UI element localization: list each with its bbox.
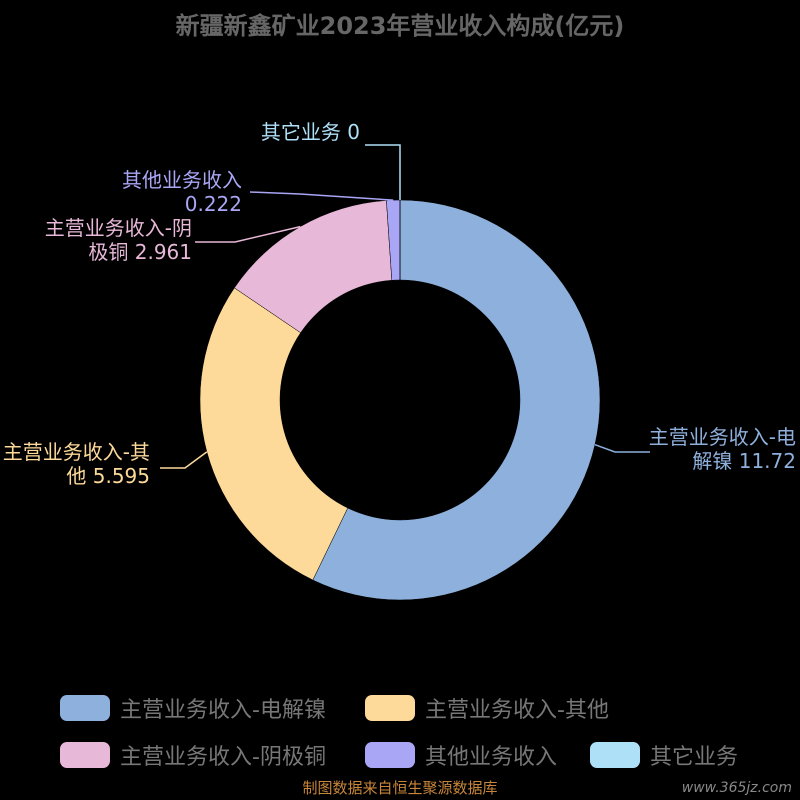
label-name: 其它业务 [260, 120, 341, 144]
legend-label: 主营业务收入-电解镍 [120, 698, 326, 723]
leader-line [249, 191, 394, 201]
label-value: 2.961 [134, 240, 192, 264]
legend-label: 主营业务收入-其他 [425, 698, 609, 723]
donut-slice [312, 199, 601, 601]
chart-title: 新疆新鑫矿业2023年营业收入构成(亿元) [175, 12, 625, 40]
source-note: 制图数据来自恒生聚源数据库 [302, 779, 498, 797]
legend-item[interactable]: 主营业务收入-其他 [365, 692, 609, 724]
legend-label: 主营业务收入-阴极铜 [120, 745, 326, 770]
leader-line [195, 225, 301, 243]
legend-swatch [590, 742, 640, 768]
legend-swatch [60, 695, 110, 721]
legend-item[interactable]: 主营业务收入-阴极铜 [60, 739, 326, 771]
label-value: 0.222 [184, 192, 242, 216]
data-label: 其他业务收入 0.222 [92, 168, 242, 216]
leader-line [594, 444, 650, 453]
data-label: 主营业务收入-电解镍 11.72 [646, 425, 796, 473]
data-label: 其它业务 0 [210, 120, 360, 144]
label-value: 0 [347, 120, 360, 144]
watermark: www.365jz.com [681, 780, 792, 796]
leader-line [365, 144, 401, 200]
label-value: 5.595 [92, 464, 150, 488]
label-name: 其他业务收入 [122, 168, 242, 192]
label-name: 主营业务收入-电解镍 [648, 425, 796, 473]
legend-item[interactable]: 主营业务收入-电解镍 [60, 692, 326, 724]
legend-label: 其他业务收入 [425, 745, 558, 770]
legend-swatch [365, 742, 415, 768]
leader-line [160, 451, 208, 469]
label-name: 主营业务收入-阴极铜 [44, 216, 192, 264]
legend-item[interactable]: 其他业务收入 [365, 739, 557, 771]
data-label: 主营业务收入-其他 5.595 [0, 440, 150, 488]
legend-item[interactable]: 其它业务 [590, 739, 738, 771]
legend-swatch [365, 695, 415, 721]
label-name: 主营业务收入-其他 [2, 440, 150, 488]
legend-label: 其它业务 [650, 745, 739, 770]
data-label: 主营业务收入-阴极铜 2.961 [42, 216, 192, 264]
donut-slice [199, 287, 349, 581]
label-value: 11.72 [738, 449, 796, 473]
legend-swatch [60, 742, 110, 768]
